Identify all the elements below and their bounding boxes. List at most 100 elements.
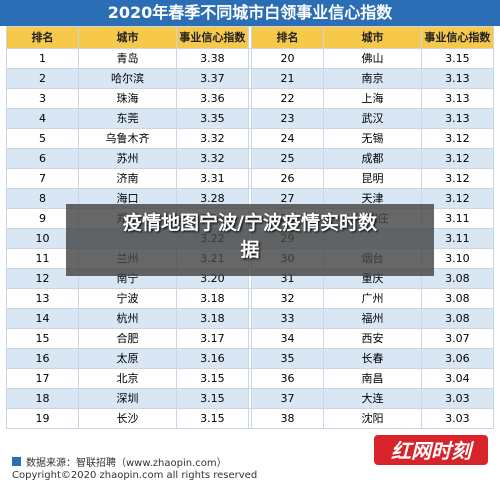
rank-cell: 2 bbox=[5, 68, 80, 89]
city-cell: 海口 bbox=[78, 188, 177, 209]
table-row: 17 北京 3.15 36 南昌 3.04 bbox=[5, 368, 495, 389]
city-cell: 昆明 bbox=[323, 168, 422, 189]
index-cell: 3.08 bbox=[420, 268, 495, 289]
rank-cell: 12 bbox=[5, 268, 80, 289]
rank-cell: 26 bbox=[250, 168, 325, 189]
rank-cell: 25 bbox=[250, 148, 325, 169]
index-cell: 3.03 bbox=[420, 408, 495, 429]
table-row: 18 深圳 3.15 37 大连 3.03 bbox=[5, 388, 495, 409]
index-cell: 3.12 bbox=[420, 168, 495, 189]
city-cell: 南昌 bbox=[323, 368, 422, 389]
city-cell: 广州 bbox=[323, 288, 422, 309]
city-cell: 南京 bbox=[323, 68, 422, 89]
table-row: 3 珠海 3.36 22 上海 3.13 bbox=[5, 88, 495, 109]
rank-cell: 23 bbox=[250, 108, 325, 129]
index-cell: 3.03 bbox=[420, 388, 495, 409]
source-text: 数据来源：智联招聘（www.zhaopin.com） bbox=[26, 458, 227, 469]
watermark-text: 红网时刻 bbox=[391, 439, 475, 463]
caption-overlay bbox=[66, 204, 434, 276]
rank-cell: 20 bbox=[250, 48, 325, 69]
table-row: 1 青岛 3.38 20 佛山 3.15 bbox=[5, 48, 495, 69]
index-cell: 3.18 bbox=[175, 288, 249, 309]
city-cell: 哈尔滨 bbox=[78, 68, 177, 89]
watermark-badge bbox=[374, 435, 488, 465]
city-cell: 福州 bbox=[323, 308, 422, 329]
index-cell: 3.11 bbox=[420, 208, 495, 229]
city-cell: 太原 bbox=[78, 348, 177, 369]
index-cell: 3.32 bbox=[175, 148, 249, 169]
index-cell: 3.15 bbox=[420, 48, 495, 69]
city-cell: 北京 bbox=[78, 368, 177, 389]
data-source: 数据来源：智联招聘（www.zhaopin.com） bbox=[12, 454, 227, 469]
table-row: 6 苏州 3.32 25 成都 3.12 bbox=[5, 148, 495, 169]
index-cell: 3.12 bbox=[420, 148, 495, 169]
city-cell: 深圳 bbox=[78, 388, 177, 409]
rank-cell: 5 bbox=[5, 128, 80, 149]
index-cell: 3.11 bbox=[420, 228, 495, 249]
index-cell: 3.18 bbox=[175, 308, 249, 329]
city-cell: 上海 bbox=[323, 88, 422, 109]
city-cell: 珠海 bbox=[78, 88, 177, 109]
rank-cell: 19 bbox=[5, 408, 80, 429]
rank-cell: 27 bbox=[250, 188, 325, 209]
header-index-right: 事业信心指数 bbox=[420, 26, 495, 49]
rank-cell: 4 bbox=[5, 108, 80, 129]
rank-cell: 8 bbox=[5, 188, 80, 209]
city-cell: 成都 bbox=[323, 148, 422, 169]
city-cell: 长春 bbox=[323, 348, 422, 369]
column-gap bbox=[247, 408, 253, 429]
rank-cell: 37 bbox=[250, 388, 325, 409]
index-cell: 3.07 bbox=[420, 328, 495, 349]
hongwang-watermark-logo: 红网时刻 bbox=[374, 435, 488, 465]
rank-cell: 24 bbox=[250, 128, 325, 149]
rank-cell: 34 bbox=[250, 328, 325, 349]
table-header-row: 排名 城市 事业信心指数 排名 城市 事业信心指数 bbox=[5, 26, 495, 49]
header-rank-right: 排名 bbox=[250, 26, 325, 49]
rank-cell: 15 bbox=[5, 328, 80, 349]
city-cell: 东莞 bbox=[78, 108, 177, 129]
rank-cell: 9 bbox=[5, 208, 80, 229]
table-title: 2020年春季不同城市白领事业信心指数 bbox=[0, 0, 500, 26]
index-cell: 3.13 bbox=[420, 88, 495, 109]
rank-cell: 38 bbox=[250, 408, 325, 429]
city-cell: 乌鲁木齐 bbox=[78, 128, 177, 149]
rank-cell: 16 bbox=[5, 348, 80, 369]
rank-cell: 33 bbox=[250, 308, 325, 329]
city-cell: 西安 bbox=[323, 328, 422, 349]
rank-cell: 11 bbox=[5, 248, 80, 269]
caption-text: 疫情地图宁波/宁波疫情实时数 据 bbox=[66, 210, 434, 264]
table-row: 15 合肥 3.17 34 西安 3.07 bbox=[5, 328, 495, 349]
header-rank-left: 排名 bbox=[5, 26, 80, 49]
rank-cell: 22 bbox=[250, 88, 325, 109]
rank-cell: 14 bbox=[5, 308, 80, 329]
index-cell: 3.17 bbox=[175, 328, 249, 349]
table-row: 16 太原 3.16 35 长春 3.06 bbox=[5, 348, 495, 369]
rank-cell: 35 bbox=[250, 348, 325, 369]
city-cell: 济南 bbox=[78, 168, 177, 189]
index-cell: 3.15 bbox=[175, 408, 249, 429]
copyright-text: Copyright©2020 zhaopin.com all rights re… bbox=[12, 470, 258, 481]
rank-cell: 32 bbox=[250, 288, 325, 309]
table-row: 5 乌鲁木齐 3.32 24 无锡 3.12 bbox=[5, 128, 495, 149]
index-cell: 3.13 bbox=[420, 68, 495, 89]
city-cell: 沈阳 bbox=[323, 408, 422, 429]
rank-cell: 21 bbox=[250, 68, 325, 89]
city-cell: 佛山 bbox=[323, 48, 422, 69]
square-bullet-icon bbox=[12, 457, 21, 466]
rank-cell: 17 bbox=[5, 368, 80, 389]
confidence-index-table: 排名 城市 事业信心指数 排名 城市 事业信心指数 1 青岛 3.38 20 佛山 3.1… bbox=[5, 26, 495, 429]
city-cell: 无锡 bbox=[323, 128, 422, 149]
index-cell: 3.15 bbox=[175, 368, 249, 389]
city-cell: 杭州 bbox=[78, 308, 177, 329]
caption-line-2: 据 bbox=[240, 239, 260, 261]
table-row: 4 东莞 3.35 23 武汉 3.13 bbox=[5, 108, 495, 129]
index-cell: 3.13 bbox=[420, 108, 495, 129]
index-cell: 3.16 bbox=[175, 348, 249, 369]
index-cell: 3.06 bbox=[420, 348, 495, 369]
index-cell: 3.32 bbox=[175, 128, 249, 149]
rank-cell: 3 bbox=[5, 88, 80, 109]
city-cell: 合肥 bbox=[78, 328, 177, 349]
header-city-right: 城市 bbox=[323, 26, 422, 49]
table-row: 7 济南 3.31 26 昆明 3.12 bbox=[5, 168, 495, 189]
rank-cell: 7 bbox=[5, 168, 80, 189]
